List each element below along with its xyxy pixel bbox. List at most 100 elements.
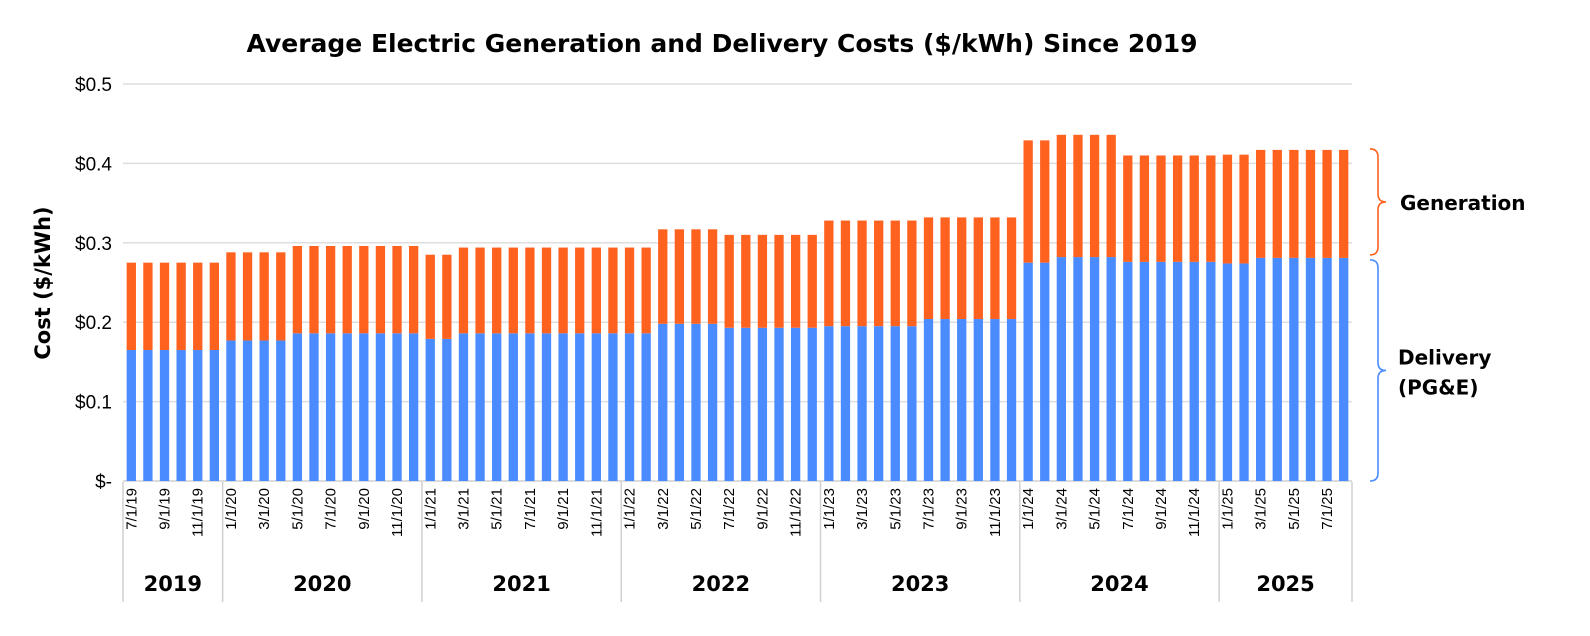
bar-generation	[1040, 140, 1050, 263]
year-label: 2020	[293, 572, 351, 596]
year-labels: 2019 2020 2021 2022 2023 2024 2025	[122, 482, 1353, 602]
x-tick-label: 11/1/24	[1186, 488, 1203, 537]
bar-generation	[492, 247, 502, 334]
y-tick-labels: $- $0.1 $0.2 $0.3 $0.4 $0.5	[75, 75, 112, 493]
bar-generation	[940, 217, 950, 320]
bar-delivery	[1256, 257, 1266, 481]
bar-delivery	[475, 333, 485, 481]
bar-generation	[259, 252, 269, 341]
generation-brace-icon	[1369, 148, 1387, 256]
bar-generation	[1272, 149, 1282, 258]
bar-generation	[757, 234, 768, 328]
x-tick-label: 5/1/23	[887, 488, 904, 530]
x-tick-label: 7/1/20	[323, 488, 340, 530]
year-label: 2025	[1256, 572, 1314, 596]
bar-generation	[840, 220, 851, 327]
bar-generation	[1289, 149, 1299, 258]
bar-delivery	[1322, 257, 1332, 481]
bar-generation	[874, 220, 884, 327]
bar-delivery	[591, 333, 601, 481]
bar-generation	[890, 220, 900, 327]
bar-generation	[226, 252, 236, 341]
x-tick-label: 7/1/25	[1319, 488, 1336, 530]
bar-generation	[1172, 155, 1183, 262]
bar-delivery	[309, 333, 319, 481]
bar-generation	[1073, 134, 1083, 258]
bar-delivery	[193, 349, 203, 481]
bar-delivery	[143, 349, 153, 481]
bar-delivery	[226, 340, 236, 481]
bar-delivery	[558, 333, 568, 481]
bar-generation	[658, 229, 668, 324]
bar-delivery	[1006, 319, 1017, 481]
x-tick-label: 5/1/20	[289, 488, 306, 530]
bar-generation	[907, 220, 917, 327]
bar-generation	[425, 254, 435, 339]
bar-delivery	[176, 349, 186, 481]
bar-delivery	[674, 323, 685, 481]
x-tick-label: 11/1/22	[788, 488, 805, 537]
bar-delivery	[1272, 257, 1282, 481]
bar-generation	[1222, 154, 1233, 264]
bar-delivery	[1056, 257, 1067, 481]
bar-delivery	[1123, 261, 1133, 481]
bar-delivery	[840, 326, 851, 481]
bar-delivery	[1023, 262, 1033, 481]
bar-generation	[1206, 155, 1216, 262]
bar-generation	[790, 234, 801, 328]
bar-generation	[691, 229, 701, 324]
x-tick-label: 9/1/20	[356, 488, 373, 530]
bar-generation	[508, 247, 518, 334]
bar-generation	[1089, 134, 1100, 258]
bar-generation	[558, 247, 568, 334]
bar-generation	[1156, 155, 1166, 262]
bar-delivery	[408, 333, 419, 481]
x-tick-label: 3/1/24	[1053, 488, 1070, 530]
bar-delivery	[392, 333, 402, 481]
bar-delivery	[990, 319, 1000, 481]
bar-generation	[575, 247, 585, 334]
bar-delivery	[442, 338, 452, 481]
bar-delivery	[575, 333, 585, 481]
x-tick-label: 3/1/25	[1253, 488, 1270, 530]
bar-delivery	[1239, 263, 1249, 481]
bar-delivery	[658, 323, 668, 481]
x-tick-label: 11/1/19	[190, 488, 207, 537]
bar-generation	[159, 262, 170, 350]
bar-generation	[541, 247, 552, 334]
bar-delivery	[1305, 257, 1316, 481]
bar-generation	[591, 247, 601, 334]
year-label: 2021	[492, 572, 550, 596]
bar-generation	[458, 247, 469, 334]
bar-delivery	[525, 333, 535, 481]
bar-generation	[707, 229, 718, 324]
y-tick-label: $0.3	[75, 234, 112, 255]
bar-delivery	[1222, 263, 1233, 481]
bar-delivery	[242, 340, 253, 481]
bar-generation	[857, 220, 867, 327]
bar-delivery	[1206, 261, 1216, 481]
bar-generation	[1305, 149, 1316, 258]
bar-generation	[1189, 155, 1199, 262]
bar-delivery	[907, 326, 917, 481]
bar-delivery	[1172, 261, 1183, 481]
gridlines	[123, 83, 1352, 482]
bar-delivery	[957, 319, 967, 481]
bar-delivery	[1289, 257, 1299, 481]
x-tick-label: 9/1/21	[555, 488, 572, 530]
bar-delivery	[857, 326, 867, 481]
x-tick-label: 1/1/25	[1219, 488, 1236, 530]
bar-delivery	[126, 349, 136, 481]
bar-generation	[990, 217, 1000, 320]
bar-delivery	[624, 333, 635, 481]
bar-delivery	[923, 319, 934, 481]
x-tick-label: 7/1/24	[1120, 488, 1137, 530]
year-label: 2024	[1090, 572, 1148, 596]
x-tick-label: 9/1/19	[157, 488, 174, 530]
bar-delivery	[707, 323, 718, 481]
x-tick-label: 11/1/21	[588, 488, 605, 537]
bars	[126, 134, 1349, 481]
bar-generation	[824, 220, 834, 327]
x-tick-label: 9/1/23	[954, 488, 971, 530]
